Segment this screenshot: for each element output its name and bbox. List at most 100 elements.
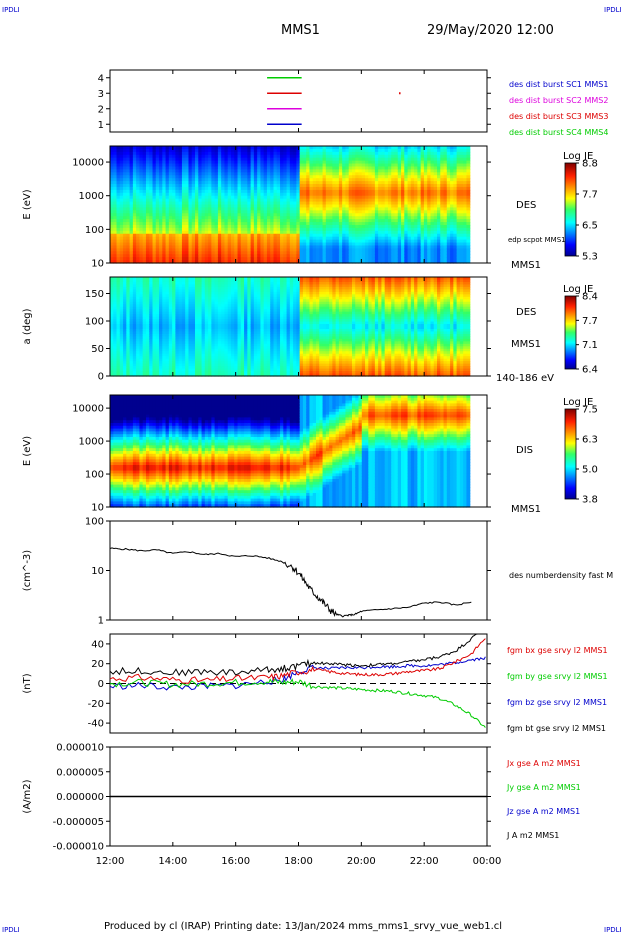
spectrogram-cell (437, 195, 441, 200)
spectrogram-cell (119, 216, 124, 220)
spectrogram-cell (420, 213, 425, 217)
spectrogram-cell (204, 236, 209, 241)
spectrogram-cell (329, 154, 333, 159)
spectrogram-cell (407, 236, 412, 241)
spectrogram-cell (397, 245, 402, 249)
spectrogram-cell (401, 160, 405, 165)
spectrogram-cell (322, 210, 327, 214)
spectrogram-cell (149, 219, 154, 223)
spectrogram-cell (244, 198, 248, 203)
spectrogram-cell (270, 216, 275, 220)
spectrogram-cell (335, 186, 340, 191)
spectrogram-cell (155, 166, 160, 170)
spectrogram-cell (361, 227, 366, 232)
spectrogram-cell (149, 331, 154, 335)
spectrogram-cell (250, 248, 255, 252)
spectrogram-cell (119, 341, 124, 345)
spectrogram-cell (319, 236, 324, 241)
spectrogram-cell (312, 210, 317, 214)
spectrogram-cell (365, 175, 369, 179)
spectrogram-cell (168, 227, 173, 232)
spectrogram-cell (149, 210, 154, 214)
spectrogram-cell (214, 239, 219, 244)
spectrogram-cell (257, 169, 262, 173)
spectrogram-cell (132, 316, 137, 320)
spectrogram-cell (299, 251, 304, 255)
spectrogram-cell (110, 146, 114, 150)
spectrogram-cell (351, 227, 356, 232)
spectrogram-cell (463, 222, 468, 226)
spectrogram-cell (159, 186, 163, 191)
spectrogram-cell (289, 239, 294, 244)
spectrogram-cell (387, 207, 392, 211)
spectrogram-cell (110, 304, 114, 308)
spectrogram-cell (381, 198, 386, 203)
spectrogram-cell (368, 236, 373, 241)
spectrogram-cell (270, 166, 275, 170)
spectrogram-cell (110, 363, 114, 367)
spectrogram-cell (345, 216, 350, 220)
spectrogram-cell (293, 163, 297, 168)
spectrogram-cell (257, 189, 262, 194)
spectrogram-cell (286, 254, 291, 258)
spectrogram-cell (401, 195, 405, 200)
spectrogram-cell (244, 178, 248, 182)
spectrogram-cell (142, 219, 147, 223)
spectrogram-cell (217, 207, 222, 211)
spectrogram-cell (244, 175, 248, 179)
spectrogram-cell (414, 163, 418, 168)
spectrogram-cell (358, 163, 363, 168)
spectrogram-cell (221, 242, 226, 247)
spectrogram-cell (381, 195, 386, 200)
spectrogram-cell (394, 207, 399, 211)
spectrogram-cell (387, 204, 392, 209)
spectrogram-cell (198, 172, 203, 176)
spectrogram-cell (361, 160, 366, 165)
spectrogram-cell (172, 181, 176, 185)
spectrogram-cell (401, 157, 405, 162)
spectrogram-cell (129, 306, 134, 310)
spectrogram-cell (204, 233, 209, 238)
spectrogram-cell (345, 222, 350, 226)
spectrogram-cell (391, 184, 396, 188)
spectrogram-cell (414, 178, 418, 182)
spectrogram-cell (129, 314, 134, 318)
spectrogram-cell (273, 251, 278, 255)
spectrogram-cell (145, 151, 150, 156)
spectrogram-cell (316, 184, 320, 188)
spectrogram-cell (119, 219, 124, 223)
spectrogram-cell (145, 227, 150, 232)
spectrogram-cell (178, 148, 183, 153)
spectrogram-cell (145, 189, 150, 194)
spectrogram-cell (342, 198, 347, 203)
spectrogram-cell (417, 189, 422, 194)
spectrogram-cell (345, 181, 350, 185)
spectrogram-cell (126, 245, 131, 249)
spectrogram-cell (293, 207, 297, 211)
spectrogram-cell (463, 242, 468, 247)
spectrogram-cell (159, 148, 163, 153)
spectrogram-cell (185, 192, 190, 197)
spectrogram-cell (227, 160, 232, 165)
spectrogram-cell (427, 239, 432, 244)
spectrogram-cell (227, 204, 232, 209)
spectrogram-cell (414, 166, 418, 170)
spectrogram-cell (162, 163, 167, 168)
spectrogram-cell (116, 233, 121, 238)
spectrogram-cell (420, 198, 425, 203)
spectrogram-cell (227, 222, 232, 226)
spectrogram-cell (437, 251, 441, 255)
spectrogram-cell (335, 192, 340, 197)
spectrogram-cell (329, 169, 333, 173)
spectrogram-cell (250, 169, 255, 173)
spectrogram-cell (410, 233, 415, 238)
spectrogram-cell (309, 175, 314, 179)
spectrogram-cell (227, 151, 232, 156)
spectrogram-cell (450, 160, 454, 165)
spectrogram-cell (244, 184, 248, 188)
spectrogram-cell (351, 195, 356, 200)
spectrogram-cell (371, 198, 376, 203)
spectrogram-cell (119, 160, 124, 165)
spectrogram-cell (397, 236, 402, 241)
spectrogram-cell (191, 245, 196, 249)
